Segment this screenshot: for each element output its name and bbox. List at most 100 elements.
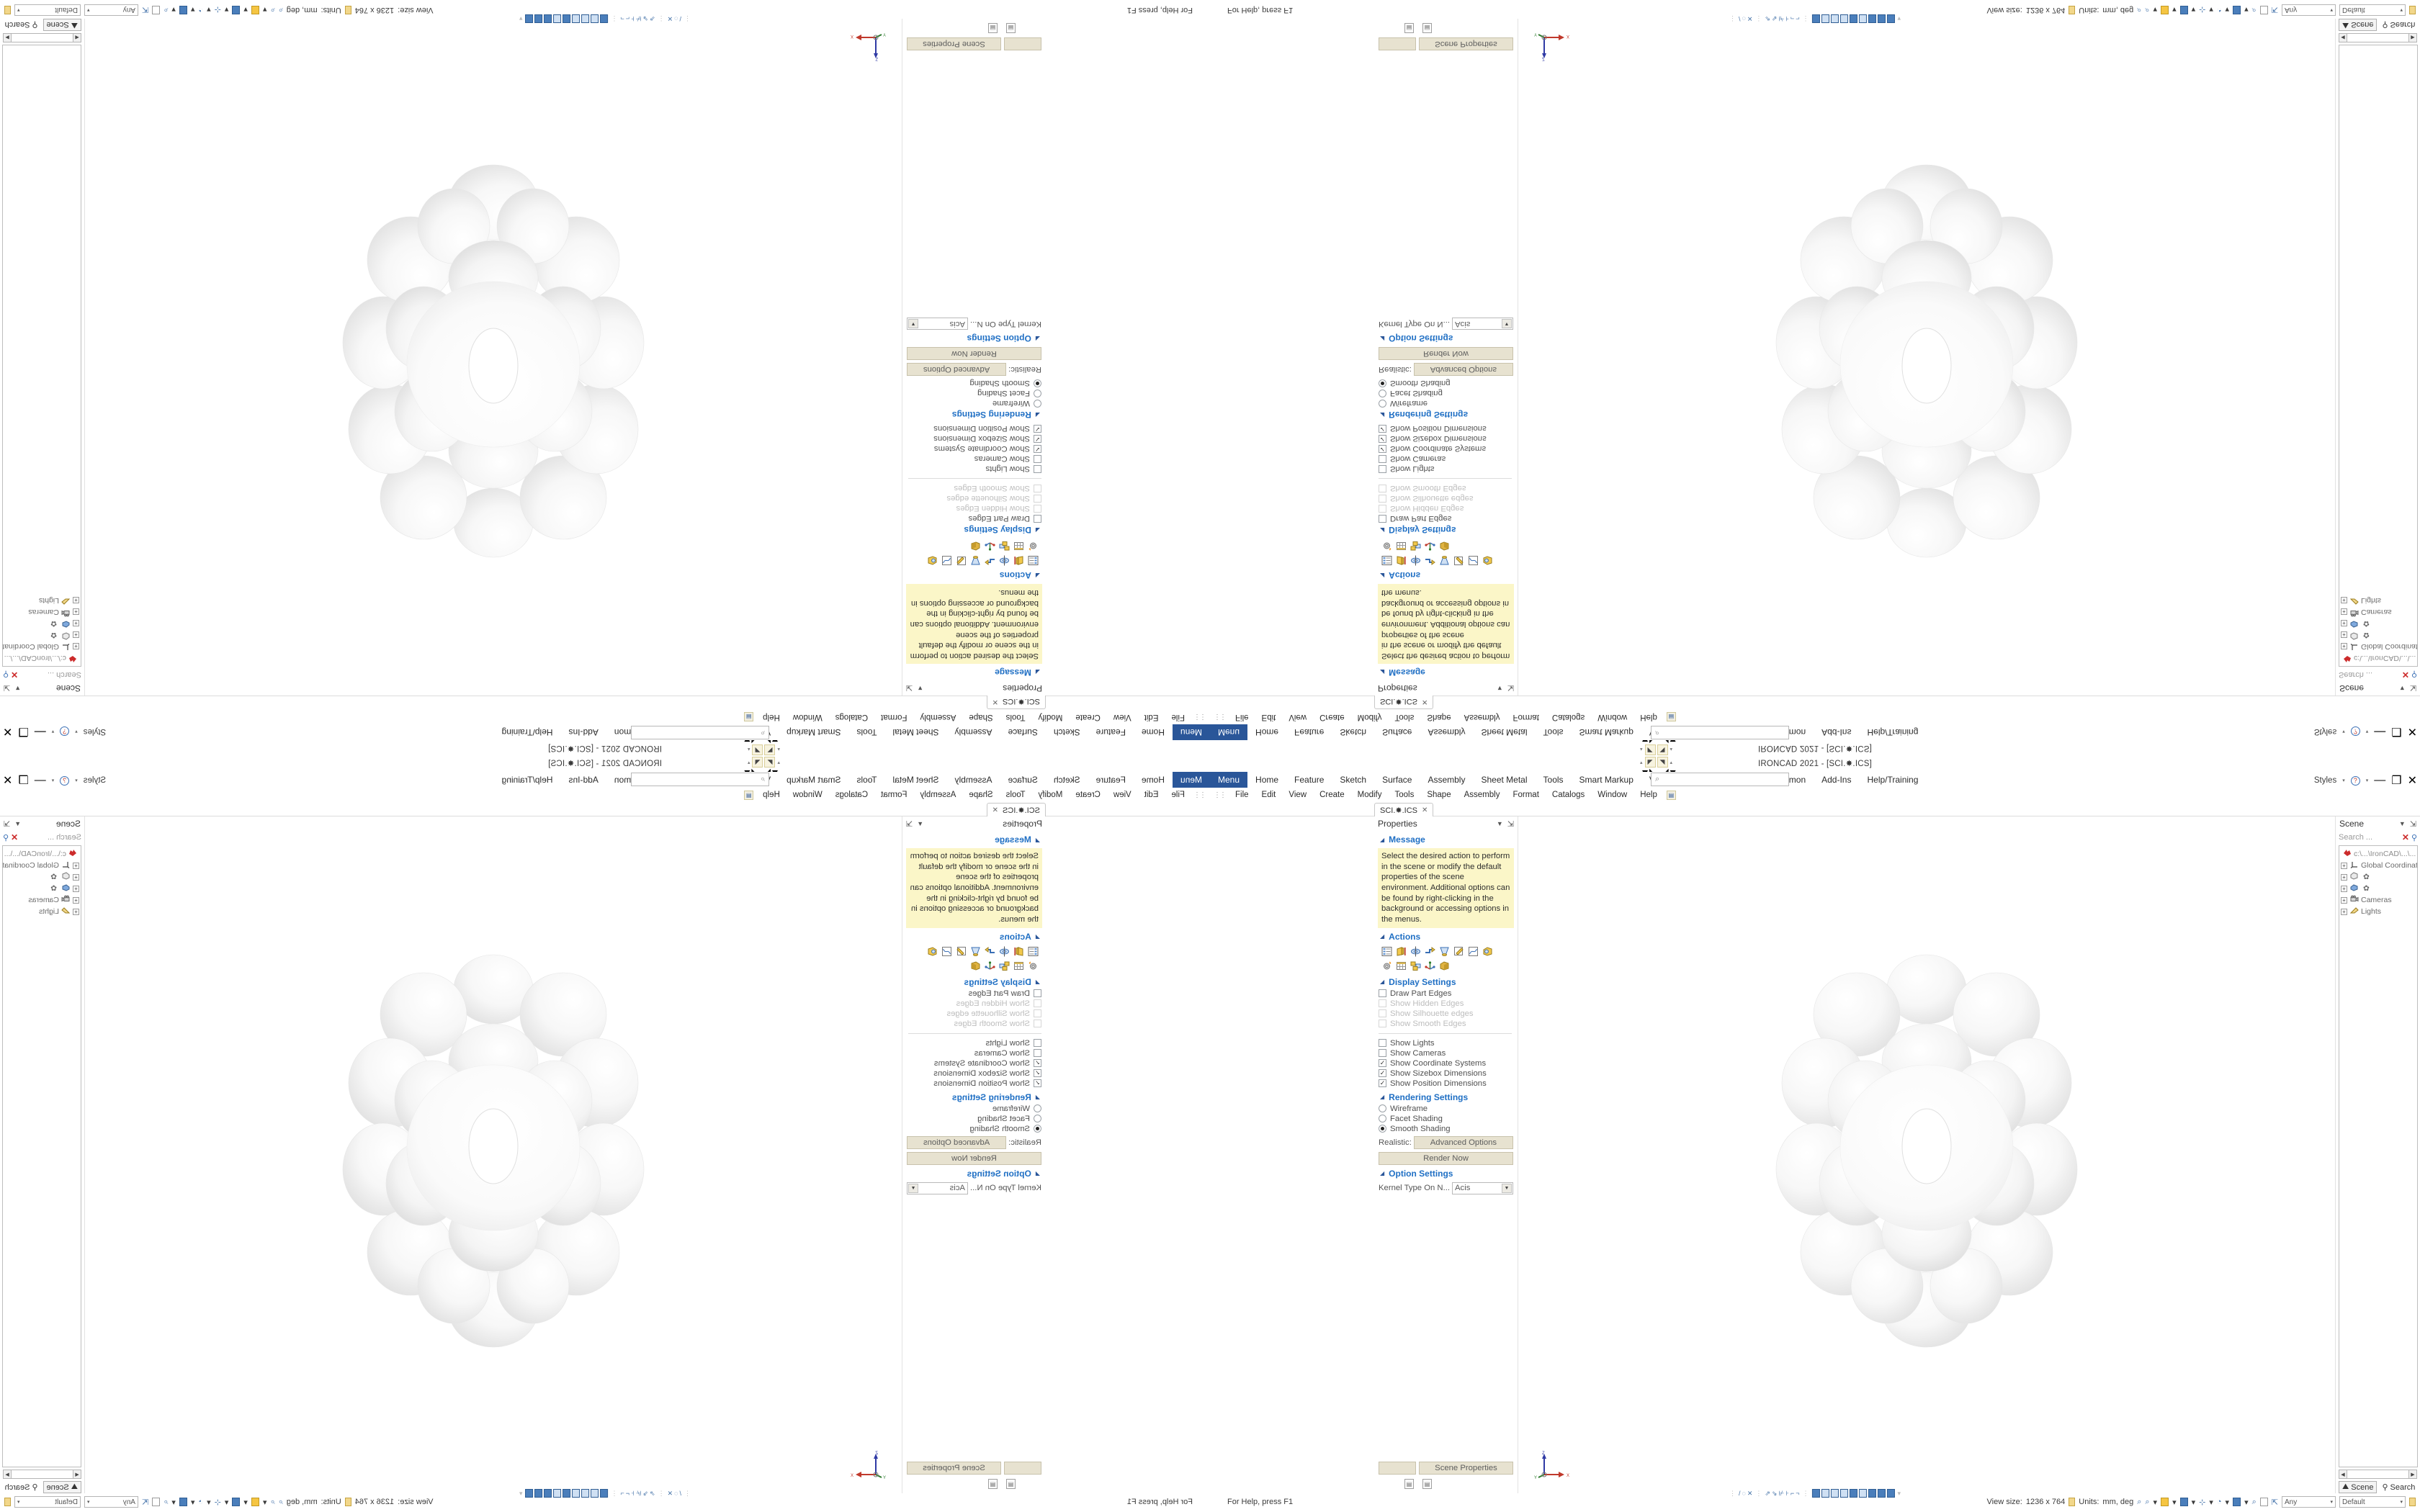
select-icon[interactable] [152,6,161,14]
radio-facet-shading[interactable]: Facet Shading [1374,1114,1518,1124]
document-tab-close-icon[interactable]: ✕ [1422,806,1428,814]
expand-plus-icon[interactable]: + [2341,908,2347,915]
checkbox-draw-part-edges[interactable]: Draw Part Edges [1374,989,1518,999]
tab-sketch[interactable]: Sketch [1053,727,1080,737]
styles-label[interactable]: Styles [2313,727,2337,736]
tab-smart-markup[interactable]: Smart Markup [1579,775,1634,785]
chevron-down-icon[interactable]: ▾ [2400,7,2403,12]
view-dimetric-icon[interactable] [525,14,534,23]
fit-icon[interactable] [179,1498,187,1506]
help-book-icon[interactable]: ▤ [744,712,754,722]
close-button[interactable]: ✕ [2407,775,2417,787]
walk-icon[interactable]: ◔ [198,1498,204,1506]
styles-chevron-down-icon[interactable]: ▾ [75,729,78,734]
look-at-icon[interactable]: ⊹ [214,1498,221,1507]
scrollbar-track[interactable] [12,33,73,42]
dock-right-icon[interactable]: ▤ [988,23,998,33]
constraint-icon-5[interactable]: ⌐ [1790,1490,1795,1497]
tree-node-global-coordinate-system[interactable]: + Global Coordinate System [2341,641,2418,652]
view-left-icon[interactable] [581,14,590,23]
menu-assembly[interactable]: Assembly [920,791,956,799]
restore-button[interactable]: ❐ [2391,775,2402,787]
tab-help-training[interactable]: Help/Training [1867,727,1919,737]
group-message[interactable]: ◢ Message [902,831,1046,846]
group-actions[interactable]: ◢ Actions [1374,928,1518,943]
view-top-icon[interactable] [563,14,571,23]
tab-add-ins[interactable]: Add-Ins [568,775,599,785]
minimize-button[interactable]: — [34,774,46,786]
document-tab[interactable]: SCI.✸.ICS ✕ [986,696,1046,709]
line-tool-icon[interactable]: / [1738,1490,1741,1497]
render-box-icon[interactable] [969,540,982,552]
scene-search-input[interactable]: Search ... [2339,833,2373,842]
expand-triangle-icon[interactable]: ◢ [1380,669,1385,676]
constraint-icon-3[interactable]: ⊬ [1778,1489,1785,1497]
chevron-down-icon[interactable]: ▾ [87,7,90,12]
checkbox-show-coordinate-systems[interactable]: ✓ Show Coordinate Systems [1374,444,1518,454]
expand-triangle-icon[interactable]: ◢ [1380,1094,1385,1101]
clear-x-icon[interactable]: ✕ [11,670,19,680]
scene-tree[interactable]: c:\...\IronCAD\...\... + Global Coordina… [2339,845,2418,1467]
constraint-icon-4[interactable]: ⊦ [1785,15,1789,23]
zoom-chevron-down-icon[interactable]: ▾ [262,5,267,14]
dock-right-icon[interactable]: ▤ [988,1479,998,1489]
menu-create[interactable]: Create [1075,791,1101,799]
expand-plus-icon[interactable]: + [73,885,79,892]
table-icon[interactable] [1395,540,1407,552]
dock-left-icon[interactable]: ▤ [1404,23,1414,33]
help-chevron-down-icon[interactable]: ▾ [2365,729,2369,734]
filter-icon[interactable]: ⇱ [142,1498,149,1507]
tab-add-ins[interactable]: Add-Ins [1821,775,1852,785]
menu-help[interactable]: Help [1640,791,1657,799]
scene-properties-button[interactable]: Scene Properties [1419,37,1513,50]
menu-tools[interactable]: Tools [1394,713,1415,721]
tab-tools[interactable]: Tools [1543,775,1564,785]
scene-list-icon[interactable] [1381,945,1393,958]
scene-properties-button[interactable]: Scene Properties [907,1462,1001,1475]
smart-part-icon[interactable] [1482,945,1494,958]
help-icon[interactable]: ? [60,726,70,737]
loft-icon[interactable] [969,554,982,567]
find-icon[interactable]: ⚲ [2411,833,2417,842]
tree-node-global-coordinate-system[interactable]: + Global Coordinate System [2,860,79,871]
expand-plus-icon[interactable]: + [73,597,79,604]
toolbar-grip-icon[interactable]: ⋮ [684,1489,691,1497]
tab-sketch[interactable]: Sketch [1340,727,1367,737]
view-back-icon[interactable] [591,14,599,23]
circle-tool-icon[interactable]: ◌ [1742,1490,1746,1497]
constraint-icon-1[interactable]: ⇗ [1765,15,1770,23]
fit-icon[interactable] [179,6,187,14]
menu-format[interactable]: Format [1512,791,1539,799]
view-trimetric-icon[interactable] [534,1489,543,1498]
render-now-button[interactable]: Render Now [907,1151,1041,1165]
chevron-down-icon[interactable]: ▾ [87,1500,90,1505]
radio-smooth-shading[interactable]: Smooth Shading [902,1124,1046,1134]
walk-chevron-down-icon[interactable]: ▾ [190,5,195,14]
advanced-options-button[interactable]: Advanced Options [907,1135,1007,1149]
menu-tools[interactable]: Tools [1394,791,1415,799]
view-back-icon[interactable] [591,1489,599,1498]
tab-sheet-metal[interactable]: Sheet Metal [1481,727,1528,737]
view-right-icon[interactable] [1839,1489,1848,1498]
line-tool-icon[interactable]: / [679,1490,682,1497]
tab-menu[interactable]: Menu [1172,772,1210,788]
style-swatch-icon[interactable] [2409,6,2416,14]
styles-label[interactable]: Styles [83,727,107,736]
constraint-icon-5[interactable]: ⌐ [625,1490,630,1497]
chevron-down-icon[interactable]: ▼ [908,1183,918,1193]
tab-menu[interactable]: Menu [1172,724,1210,740]
magnify-icon[interactable]: ⌕ [163,6,169,15]
group-display-settings[interactable]: ◢ Display Settings [1374,523,1518,539]
advanced-options-button[interactable]: Advanced Options [1413,363,1513,377]
styles-label[interactable]: Styles [83,776,107,785]
toolbar-grip-icon[interactable]: ⋮ [1729,1489,1736,1497]
toolbar-grip-icon[interactable]: ⋮ [1729,15,1736,23]
menu-assembly[interactable]: Assembly [1464,713,1500,721]
menu-help[interactable]: Help [763,713,780,721]
document-tab-close-icon[interactable]: ✕ [1422,698,1428,706]
scroll-right-icon[interactable]: ▶ [2408,33,2417,42]
tab-help-training[interactable]: Help/Training [501,775,553,785]
help-book-icon[interactable]: ▤ [744,790,754,800]
fit-icon[interactable] [2233,6,2241,14]
expand-triangle-icon[interactable]: ◢ [1035,1170,1040,1177]
